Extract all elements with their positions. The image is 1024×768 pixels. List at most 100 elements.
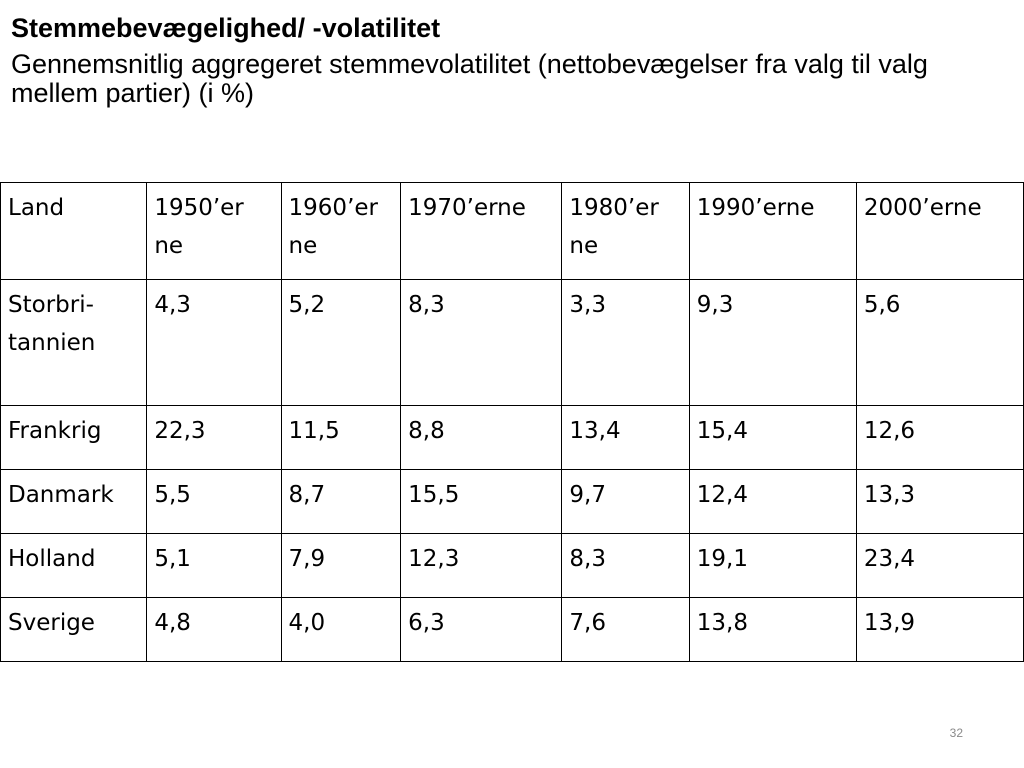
value-text: 8,3: [408, 292, 445, 318]
table-header-cell-line: 1970’erne: [408, 195, 526, 221]
country-cell-line: tannien: [8, 330, 96, 356]
table-header-cell: 2000’erne: [855, 182, 1024, 280]
value-cell: 7,6: [561, 597, 690, 662]
value-cell: 15,5: [400, 469, 563, 534]
table-header-cell: 1950’er ne: [146, 182, 282, 280]
value-text: 4,8: [154, 610, 191, 636]
table-header-cell-line: Land: [8, 195, 65, 221]
value-cell: 9,3: [688, 279, 857, 406]
value-text: 6,3: [408, 610, 445, 636]
value-text: 13,9: [863, 610, 916, 636]
value-cell: 8,3: [561, 533, 690, 598]
table-row: Storbri-tannien 4,3 5,2 8,3 3,3 9,3 5,6: [0, 279, 1024, 406]
value-text: 5,5: [154, 482, 191, 508]
table-header-cell-line: 1950’er: [154, 195, 244, 221]
value-text: 12,6: [863, 418, 916, 444]
value-text: 8,7: [288, 482, 326, 508]
table-header-cell: 1970’erne: [400, 182, 563, 280]
country-cell: Holland: [0, 533, 148, 598]
country-cell-line: Frankrig: [8, 418, 102, 444]
value-cell: 12,3: [400, 533, 563, 598]
value-cell: 5,5: [146, 469, 282, 534]
value-text: 12,3: [408, 546, 460, 572]
value-text: 5,6: [863, 292, 901, 318]
value-cell: 13,8: [688, 597, 857, 662]
value-cell: 4,8: [146, 597, 282, 662]
table-row: Holland 5,1 7,9 12,3 8,3 19,1 23,4: [0, 533, 1024, 598]
value-text: 8,8: [408, 418, 445, 444]
value-text: 8,3: [569, 546, 606, 572]
table-header-cell-line: ne: [288, 233, 318, 259]
table-row: Sverige 4,8 4,0 6,3 7,6 13,8 13,9: [0, 597, 1024, 662]
table-header-cell: 1960’er ne: [280, 182, 402, 280]
value-cell: 11,5: [280, 405, 402, 470]
value-cell: 8,8: [400, 405, 563, 470]
country-cell: Frankrig: [0, 405, 148, 470]
value-cell: 13,3: [855, 469, 1024, 534]
value-text: 5,2: [288, 292, 326, 318]
value-cell: 8,7: [280, 469, 402, 534]
table-header-cell-line: ne: [569, 233, 599, 259]
value-cell: 23,4: [855, 533, 1024, 598]
slide-subtitle: Gennemsnitlig aggregeret stemmevolatilit…: [11, 49, 928, 108]
value-text: 13,3: [863, 482, 916, 508]
value-cell: 9,7: [561, 469, 690, 534]
value-cell: 8,3: [400, 279, 563, 406]
value-cell: 12,4: [688, 469, 857, 534]
volatility-table: Land 1950’er ne 1960’er ne 1970’erne 1980’er ne…: [0, 182, 1024, 662]
value-text: 7,6: [569, 610, 606, 636]
volatility-table-body: Land 1950’er ne 1960’er ne 1970’erne 1980’er ne…: [0, 182, 1024, 662]
table-header-cell: 1990’erne: [688, 182, 857, 280]
table-header-cell-line: 1960’er: [288, 195, 378, 221]
slide-title: Stemmebevægelighed/ -volatilitet: [11, 13, 441, 43]
table-row: Danmark 5,5 8,7 15,5 9,7 12,4 13,3: [0, 469, 1024, 534]
table-header-row: Land 1950’er ne 1960’er ne 1970’erne 1980’er ne…: [0, 182, 1024, 280]
table-header-cell: Land: [0, 182, 148, 280]
value-text: 9,3: [696, 292, 734, 318]
value-cell: 15,4: [688, 405, 857, 470]
value-cell: 13,4: [561, 405, 690, 470]
value-text: 9,7: [569, 482, 606, 508]
table-row: Frankrig 22,3 11,5 8,8 13,4 15,4 12,6: [0, 405, 1024, 470]
value-text: 19,1: [696, 546, 748, 572]
value-cell: 7,9: [280, 533, 402, 598]
value-text: 3,3: [569, 292, 606, 318]
value-text: 12,4: [696, 482, 748, 508]
value-text: 4,3: [154, 292, 191, 318]
country-cell: Storbri-tannien: [0, 279, 148, 406]
country-cell-line: Storbri-: [8, 292, 94, 318]
value-text: 5,1: [154, 546, 191, 572]
value-text: 15,4: [696, 418, 748, 444]
value-cell: 12,6: [855, 405, 1024, 470]
table-header-cell-line: 2000’erne: [863, 195, 982, 221]
value-cell: 5,1: [146, 533, 282, 598]
page-number: 32: [949, 726, 963, 740]
value-text: 7,9: [288, 546, 326, 572]
value-text: 22,3: [154, 418, 206, 444]
value-cell: 19,1: [688, 533, 857, 598]
country-cell: Danmark: [0, 469, 148, 534]
table-header-cell-line: 1980’er: [569, 195, 659, 221]
value-cell: 6,3: [400, 597, 563, 662]
value-text: 4,0: [288, 610, 326, 636]
country-cell-line: Holland: [8, 546, 96, 572]
country-cell-line: Sverige: [8, 610, 95, 636]
value-cell: 13,9: [855, 597, 1024, 662]
value-cell: 5,2: [280, 279, 402, 406]
country-cell-line: Danmark: [8, 482, 114, 508]
table-header-cell-line: ne: [154, 233, 184, 259]
value-text: 15,5: [408, 482, 460, 508]
value-cell: 4,0: [280, 597, 402, 662]
value-text: 13,8: [696, 610, 748, 636]
country-cell: Sverige: [0, 597, 148, 662]
value-text: 23,4: [863, 546, 916, 572]
table-header-cell-line: 1990’erne: [696, 195, 815, 221]
value-cell: 5,6: [855, 279, 1024, 406]
table-header-cell: 1980’er ne: [561, 182, 690, 280]
value-text: 11,5: [288, 418, 340, 444]
slide-heading: Stemmebevægelighed/ -volatilitet Gennems…: [11, 10, 1011, 108]
value-cell: 3,3: [561, 279, 690, 406]
value-text: 13,4: [569, 418, 621, 444]
value-cell: 4,3: [146, 279, 282, 406]
